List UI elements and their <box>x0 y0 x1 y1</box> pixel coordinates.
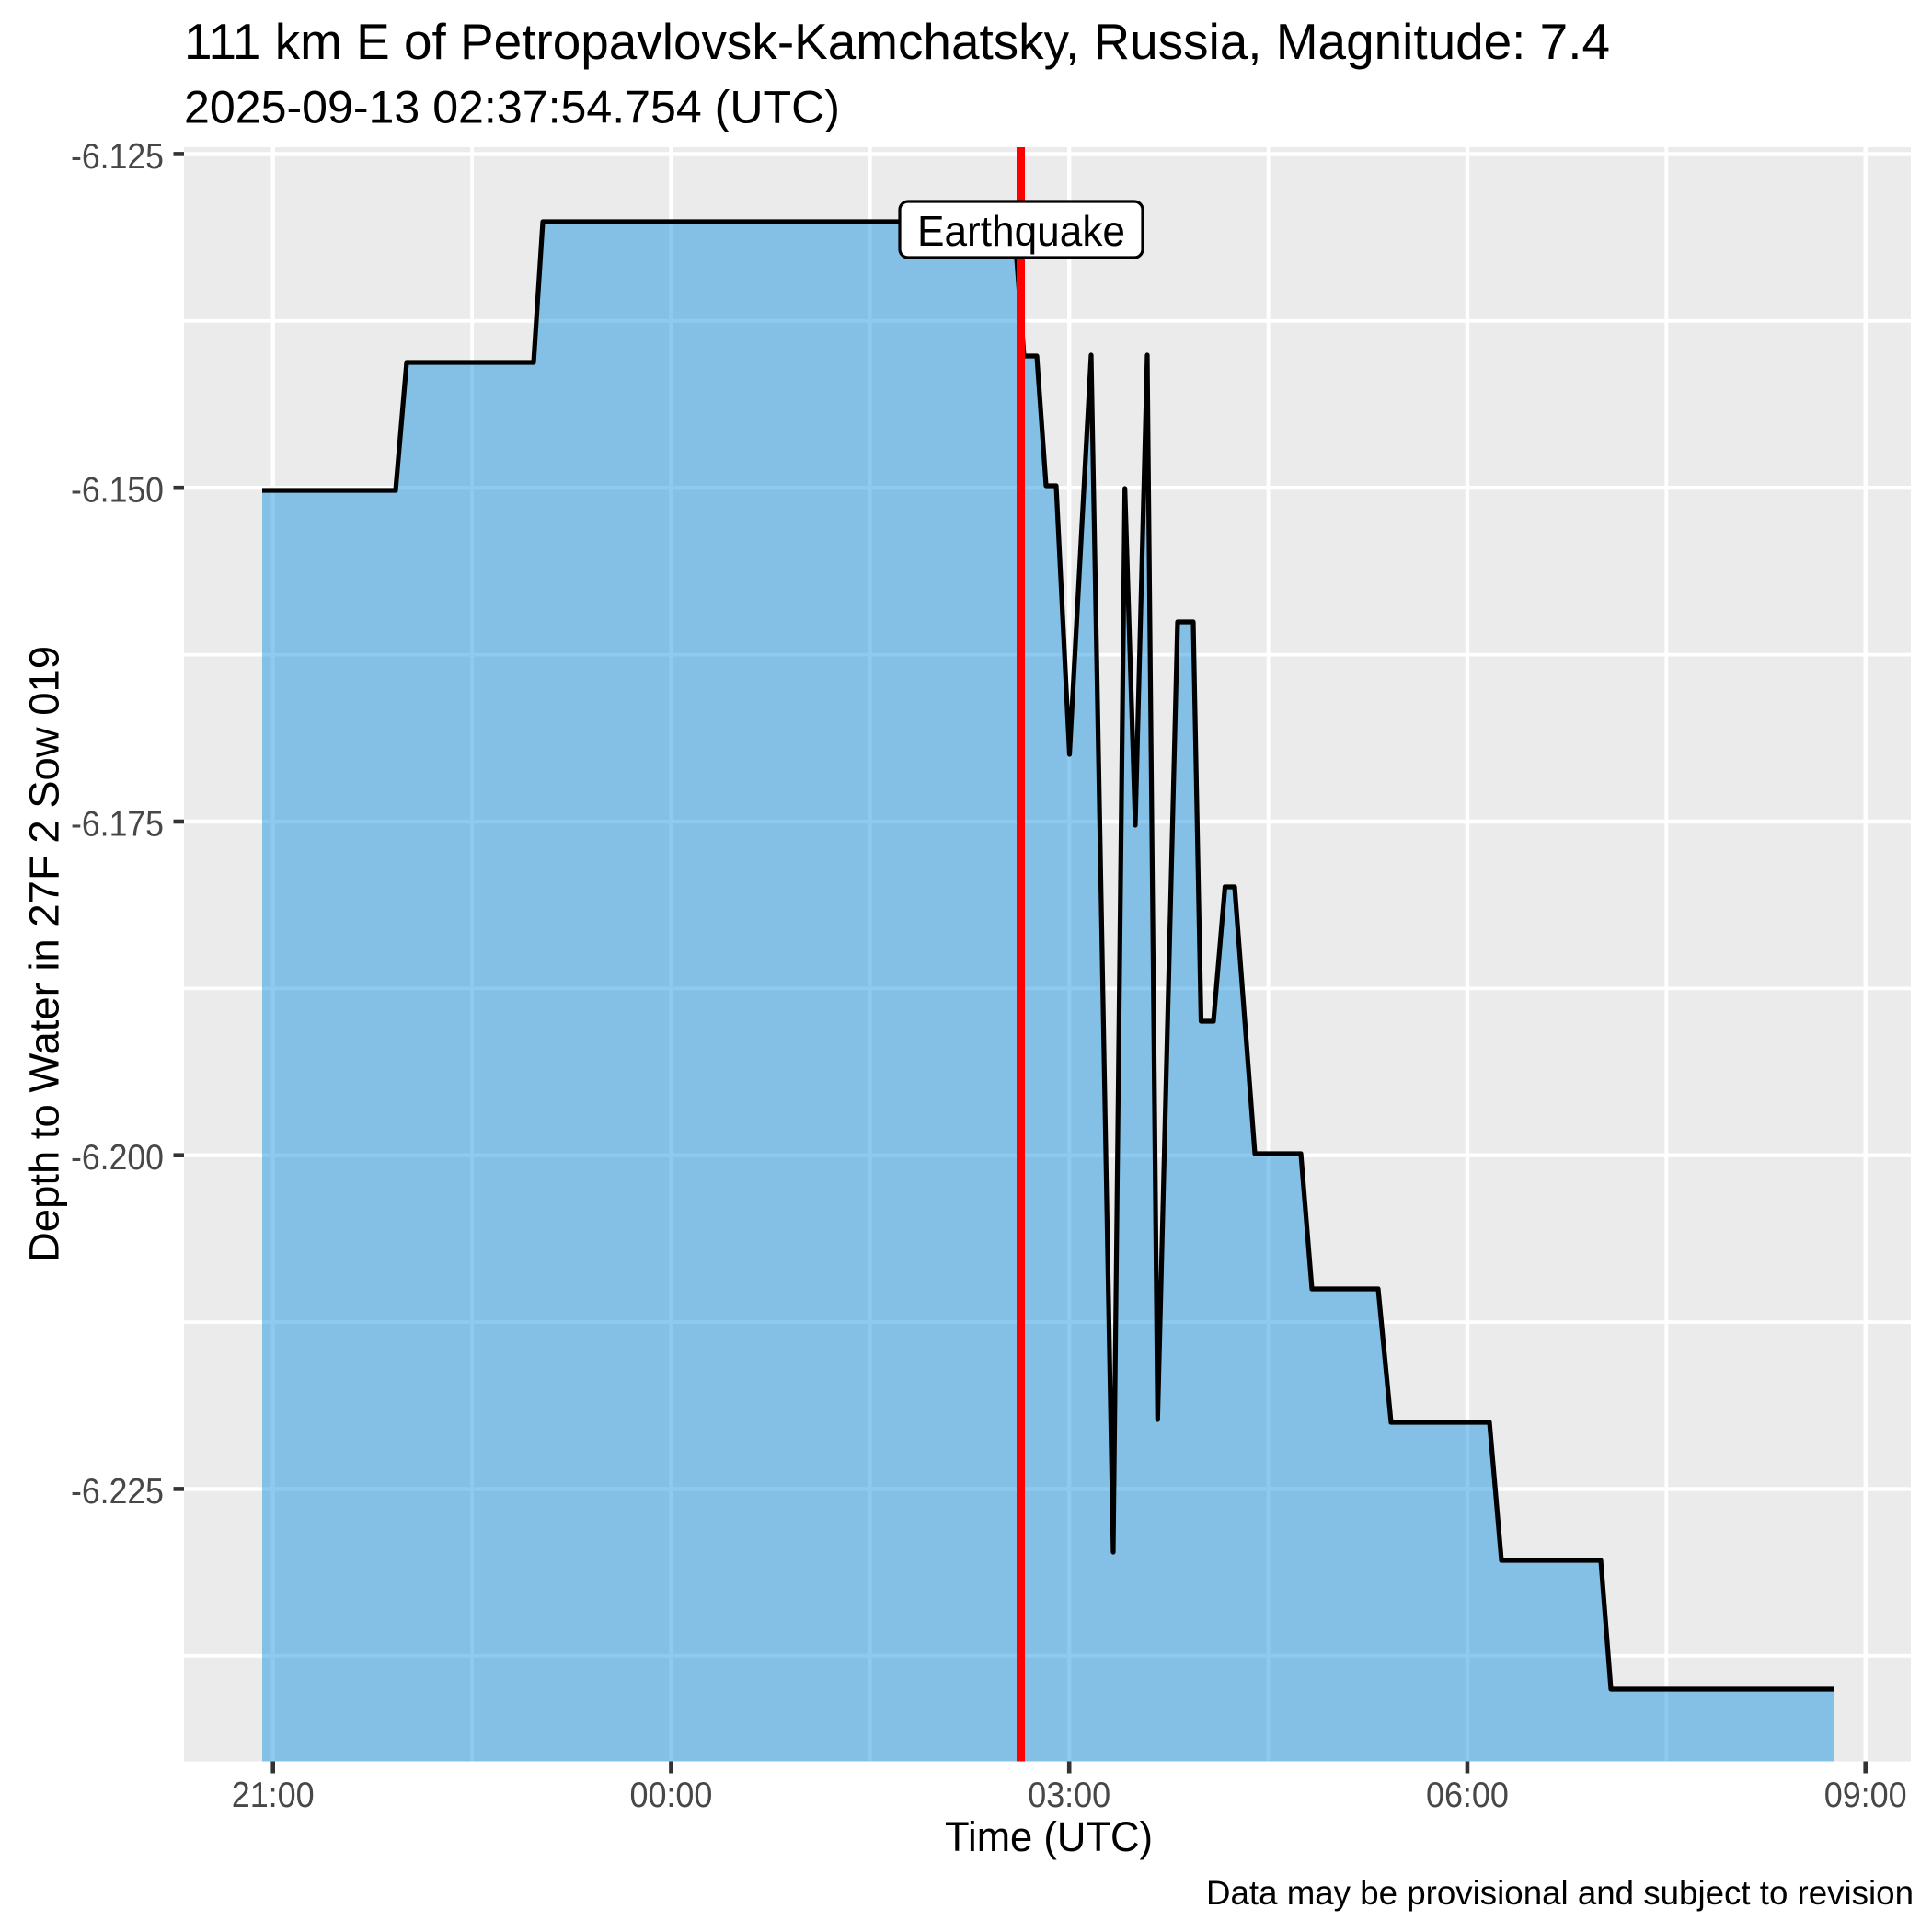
svg-text:2025-09-13 02:37:54.754 (UTC): 2025-09-13 02:37:54.754 (UTC) <box>184 82 840 133</box>
svg-text:-6.225: -6.225 <box>71 1472 164 1512</box>
svg-text:-6.150: -6.150 <box>71 471 164 511</box>
svg-text:00:00: 00:00 <box>629 1776 712 1815</box>
svg-text:-6.175: -6.175 <box>71 804 164 844</box>
svg-text:Data may be provisional and su: Data may be provisional and subject to r… <box>1206 1874 1914 1912</box>
svg-text:Earthquake: Earthquake <box>917 207 1125 255</box>
svg-text:Time (UTC): Time (UTC) <box>945 1813 1153 1860</box>
svg-text:Depth to Water in 27F 2 Sow 01: Depth to Water in 27F 2 Sow 019 <box>21 646 68 1262</box>
svg-text:03:00: 03:00 <box>1028 1776 1110 1815</box>
svg-text:09:00: 09:00 <box>1824 1776 1907 1815</box>
svg-text:-6.200: -6.200 <box>71 1138 164 1178</box>
svg-text:06:00: 06:00 <box>1426 1776 1509 1815</box>
svg-text:-6.125: -6.125 <box>71 137 164 177</box>
svg-text:21:00: 21:00 <box>232 1776 315 1815</box>
svg-text:111 km E of Petropavlovsk-Kamc: 111 km E of Petropavlovsk-Kamchatsky, Ru… <box>184 13 1610 70</box>
